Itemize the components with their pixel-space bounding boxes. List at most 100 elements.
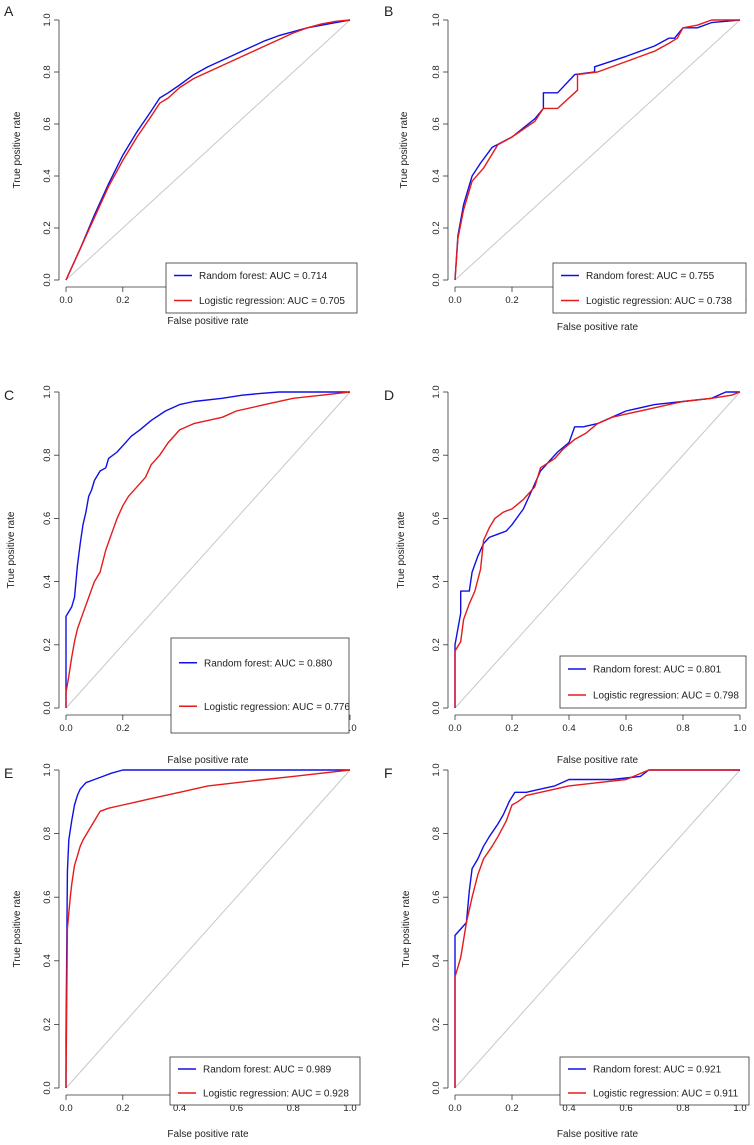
panel-c-random-forest-line: [65, 391, 350, 708]
panel-b-y-tick-label: 0.6: [431, 117, 442, 130]
panel-b-y-tick-label: 1.0: [431, 13, 442, 26]
panel-b-x-tick-label: 0.2: [505, 295, 518, 306]
panel-a-letter: A: [4, 3, 14, 19]
panel-f-y-axis-title: True positive rate: [401, 890, 412, 967]
panel-c-y-tick-label: 0.2: [42, 638, 53, 651]
panel-e-y-tick-label: 0.0: [42, 1081, 53, 1094]
panel-a-x-tick-label: 0.2: [116, 295, 129, 306]
panel-f-random-forest-line: [454, 769, 740, 1088]
panel-c-y-tick-label: 0.8: [42, 449, 53, 462]
panel-a-y-tick-label: 0.2: [42, 221, 53, 234]
panel-b-y-axis-title: True positive rate: [399, 111, 410, 188]
panel-b-y-tick-label: 0.2: [431, 221, 442, 234]
panel-e-y-axis-title: True positive rate: [12, 890, 23, 967]
panel-f-legend: Random forest: AUC = 0.921 Logistic regre…: [559, 1056, 750, 1106]
panel-f-x-tick-label: 0.6: [619, 1103, 632, 1114]
panel-f-legend-box: [559, 1056, 750, 1106]
panel-f-y-tick-label: 0.2: [431, 1018, 442, 1031]
panel-b-y-tick-label: 0.4: [431, 169, 442, 182]
panel-f-x-tick-label: 0.2: [505, 1103, 518, 1114]
panel-e-x-tick-label: 0.6: [230, 1103, 243, 1114]
panel-d-y-tick-label: 0.8: [431, 449, 442, 462]
panel-e-legend: Random forest: AUC = 0.989 Logistic regre…: [169, 1056, 361, 1106]
panel-e-diagonal: [65, 769, 351, 1089]
panel-c-letter: C: [4, 387, 14, 403]
panel-c-legend-random-forest-label: Random forest: AUC = 0.880: [204, 658, 333, 669]
panel-a-legend-box: [165, 262, 358, 314]
panel-c-x-tick-label: 1.0: [343, 723, 356, 734]
panel-f-x-axis-title: False positive rate: [557, 1129, 639, 1140]
panel-e-legend-random-forest-label: Random forest: AUC = 0.989: [203, 1065, 332, 1076]
panel-e-legend-logistic-regression-label: Logistic regression: AUC = 0.928: [203, 1089, 349, 1100]
panel-b: B0.00.20.40.60.81.00.00.20.40.60.81.0Fal…: [384, 3, 747, 333]
panel-d-x-axis-title: False positive rate: [557, 755, 639, 766]
panel-c-legend: Random forest: AUC = 0.880 Logistic regre…: [170, 637, 350, 734]
panel-d: D 0.0 0.2 0.4 0.6 0.8 1.0 0.0 0.2 0.4 0.6 0.8 1.0 Fal…: [384, 385, 747, 766]
panel-f-x-tick-label: 0.0: [448, 1103, 461, 1114]
panel-c-legend-box: [170, 637, 350, 734]
panel-b-letter: B: [384, 3, 393, 19]
panel-d-x-tick-label: 1.0: [733, 723, 746, 734]
panel-e-x-tick-label: 0.4: [173, 1103, 186, 1114]
panel-a-legend-random-forest-label: Random forest: AUC = 0.714: [199, 271, 328, 282]
panel-a-y-tick-label: 0.6: [42, 117, 53, 130]
panel-b-random-forest-line: [454, 19, 741, 281]
panel-f-x-tick-label: 0.8: [676, 1103, 689, 1114]
panel-e-y-tick-label: 1.0: [42, 763, 53, 776]
panel-f-y-tick-label: 0.4: [431, 954, 442, 967]
panel-f-diagonal: [454, 769, 741, 1089]
panel-a: A0.00.20.40.60.81.00.00.20.40.60.81.0Fal…: [4, 3, 358, 327]
panel-f: F 0.0 0.2 0.4 0.6 0.8 1.0 0.0 0.2 0.4 0.6 0.8 1.0 Fal…: [384, 763, 750, 1140]
panel-d-letter: D: [384, 387, 394, 403]
panel-e-x-tick-label: 0.2: [116, 1103, 129, 1114]
panel-c-y-axis-title: True positive rate: [6, 511, 17, 588]
panel-d-y-tick-label: 0.2: [431, 638, 442, 651]
panel-e-random-forest-line: [65, 769, 350, 1088]
panel-d-legend-random-forest-label: Random forest: AUC = 0.801: [593, 665, 722, 676]
panel-d-y-tick-label: 0.0: [431, 701, 442, 714]
panel-a-legend-logistic-regression-label: Logistic regression: AUC = 0.705: [199, 296, 345, 307]
panel-f-letter: F: [384, 765, 393, 781]
panel-b-legend-box: [552, 262, 747, 314]
panel-b-x-axis-title: False positive rate: [557, 322, 639, 333]
panel-e-x-tick-label: 0.0: [59, 1103, 72, 1114]
panel-f-y-tick-label: 0.6: [431, 891, 442, 904]
panel-d-logistic-regression-line: [454, 391, 741, 708]
panel-b-legend-random-forest-label: Random forest: AUC = 0.755: [586, 271, 715, 282]
panel-b-legend-logistic-regression-label: Logistic regression: AUC = 0.738: [586, 296, 732, 307]
panel-c-y-tick-label: 0.0: [42, 701, 53, 714]
panel-d-x-tick-label: 0.4: [562, 723, 575, 734]
panel-b-y-tick-label: 0.0: [431, 273, 442, 286]
panel-d-x-tick-label: 0.2: [505, 723, 518, 734]
panel-d-diagonal: [454, 391, 741, 709]
panel-e-y-tick-label: 0.8: [42, 827, 53, 840]
panel-c-legend-logistic-regression-label: Logistic regression: AUC = 0.776: [204, 702, 350, 713]
panel-e: E 0.0 0.2 0.4 0.6 0.8 1.0 0.0 0.2 0.4 0.6 0.8 1.0 Fal…: [4, 763, 361, 1140]
panel-f-x-tick-label: 0.4: [562, 1103, 575, 1114]
panel-f-y-tick-label: 1.0: [431, 763, 442, 776]
panel-c-y-tick-label: 0.6: [42, 512, 53, 525]
panel-e-legend-box: [169, 1056, 361, 1106]
panel-c: C0.00.20.40.60.81.00.00.20.40.60.81.0Fal…: [4, 385, 357, 766]
panel-a-y-tick-label: 0.4: [42, 169, 53, 182]
panel-e-x-tick-label: 1.0: [343, 1103, 356, 1114]
panel-b-y-tick-label: 0.8: [431, 65, 442, 78]
panel-b-logistic-regression-line: [454, 19, 740, 281]
panel-d-y-axis-title: True positive rate: [396, 511, 407, 588]
panel-d-legend-logistic-regression-label: Logistic regression: AUC = 0.798: [593, 691, 739, 702]
panel-e-x-tick-label: 0.8: [287, 1103, 300, 1114]
panel-c-x-axis-title: False positive rate: [167, 755, 249, 766]
panel-a-logistic-regression-line: [65, 19, 351, 281]
panel-f-legend-logistic-regression-label: Logistic regression: AUC = 0.911: [593, 1089, 739, 1100]
panel-a-diagonal: [65, 19, 351, 281]
panel-a-legend: Random forest: AUC = 0.714 Logistic regre…: [165, 262, 358, 314]
panel-f-y-tick-label: 0.8: [431, 827, 442, 840]
panel-a-y-tick-label: 0.8: [42, 65, 53, 78]
panel-a-y-tick-label: 0.0: [42, 273, 53, 286]
panel-e-logistic-regression-line: [65, 769, 351, 1088]
panel-b-legend: Random forest: AUC = 0.755 Logistic regre…: [552, 262, 747, 314]
panel-d-y-tick-label: 1.0: [431, 385, 442, 398]
panel-a-x-axis-title: False positive rate: [167, 316, 249, 327]
panel-c-logistic-regression-line: [65, 391, 351, 708]
